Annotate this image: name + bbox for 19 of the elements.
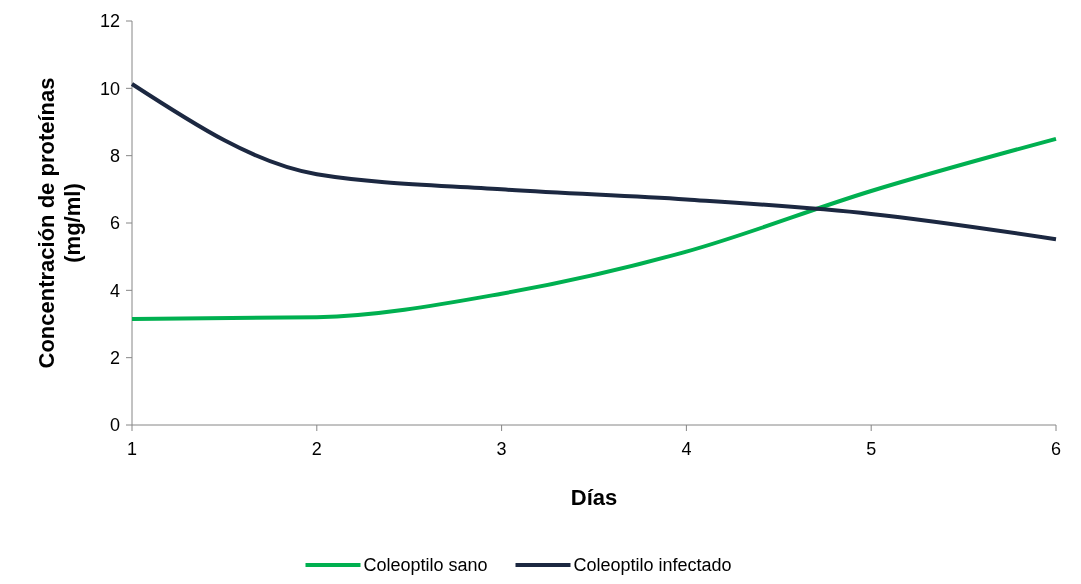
y-tick-label: 2 [109,347,120,368]
x-tick-label: 6 [1050,439,1062,459]
x-tick-label: 5 [866,439,877,459]
y-tick-label: 4 [109,280,120,301]
y-tick-label: 10 [99,78,120,99]
y-tick-label: 12 [99,11,120,32]
x-tick-label: 3 [496,439,507,459]
legend-label: Coleoptilo infectado [573,555,732,576]
line-series [130,136,1058,321]
y-axis-title: Concentración de proteínas (mg/ml) [34,77,85,369]
y-tick-label: 8 [109,145,120,166]
legend-label: Coleoptilo sano [363,555,488,576]
line-series [130,81,1058,242]
y-tick-label: 6 [109,213,120,234]
x-tick-label: 1 [126,439,138,459]
x-tick-label: 2 [311,439,322,459]
y-tick-label: 0 [109,415,120,436]
x-axis-title: Días [570,485,618,510]
x-tick-label: 4 [681,439,692,459]
